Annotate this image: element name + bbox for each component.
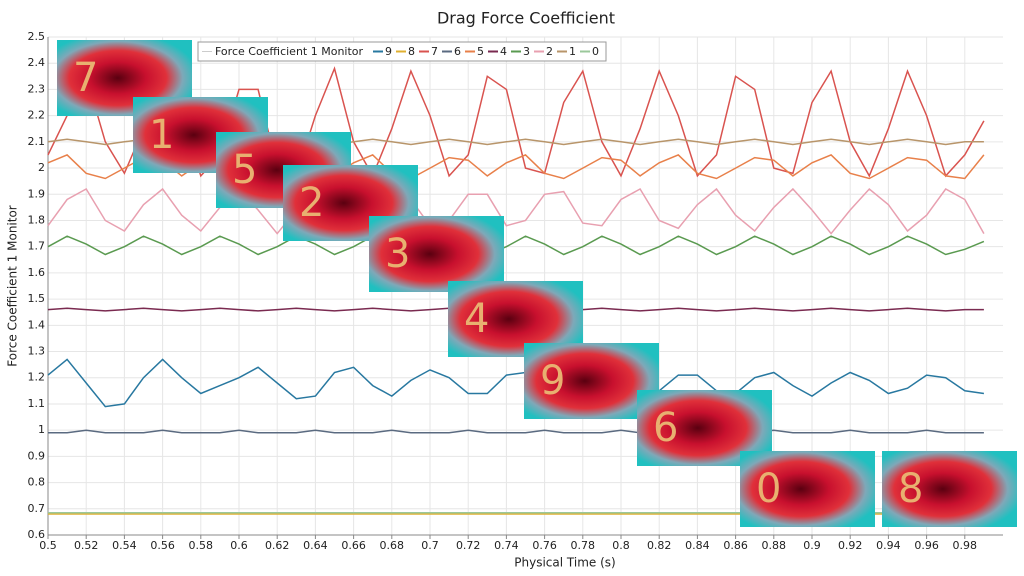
x-tick-label: 0.74 <box>494 539 519 552</box>
legend-label: 7 <box>431 45 438 58</box>
legend-label: 6 <box>454 45 461 58</box>
x-tick-label: 0.68 <box>380 539 405 552</box>
y-tick-label: 0.8 <box>28 476 46 489</box>
y-tick-label: 1.4 <box>28 318 46 331</box>
x-tick-label: 0.86 <box>723 539 748 552</box>
thumbnail-digit: 1 <box>149 112 174 158</box>
x-tick-label: 0.96 <box>914 539 939 552</box>
y-tick-label: 1.2 <box>28 371 46 384</box>
legend-label: 9 <box>385 45 392 58</box>
thumbnail-image <box>524 343 659 419</box>
x-tick-label: 0.6 <box>230 539 248 552</box>
flow-thumbnail: 0 <box>740 451 875 527</box>
x-tick-label: 0.92 <box>838 539 863 552</box>
y-tick-label: 2 <box>38 161 45 174</box>
x-tick-label: 0.62 <box>265 539 290 552</box>
legend-label: 5 <box>477 45 484 58</box>
thumbnail-digit: 5 <box>232 147 257 193</box>
x-tick-label: 0.56 <box>150 539 175 552</box>
x-tick-label: 0.94 <box>876 539 901 552</box>
thumbnail-digit: 0 <box>756 466 781 512</box>
x-tick-label: 0.52 <box>74 539 99 552</box>
thumbnail-digit: 8 <box>898 466 923 512</box>
x-tick-label: 0.8 <box>612 539 630 552</box>
x-tick-label: 0.9 <box>803 539 821 552</box>
x-tick-label: 0.84 <box>685 539 710 552</box>
series-line <box>48 429 984 434</box>
x-axis-label: Physical Time (s) <box>514 556 615 570</box>
y-tick-label: 1.9 <box>28 187 46 200</box>
series-line <box>47 235 985 256</box>
y-tick-label: 2.2 <box>28 109 46 122</box>
legend-label: 0 <box>592 45 599 58</box>
thumbnail-digit: 7 <box>73 55 98 101</box>
y-tick-label: 2.1 <box>28 135 46 148</box>
series-line <box>47 187 985 235</box>
flow-thumbnail: 8 <box>882 451 1017 527</box>
y-tick-label: 1.3 <box>28 345 46 358</box>
thumbnail-image <box>740 451 875 527</box>
y-tick-label: 1 <box>38 423 45 436</box>
x-tick-label: 0.72 <box>456 539 481 552</box>
x-tick-label: 0.7 <box>421 539 439 552</box>
y-tick-label: 1.8 <box>28 213 46 226</box>
x-tick-label: 0.78 <box>571 539 596 552</box>
legend-label: 4 <box>500 45 507 58</box>
y-tick-label: 0.9 <box>28 449 46 462</box>
chart-title: Drag Force Coefficient <box>437 9 615 28</box>
y-tick-label: 0.7 <box>28 502 46 515</box>
thumbnail-image <box>882 451 1017 527</box>
legend-label: 3 <box>523 45 530 58</box>
x-tick-label: 0.98 <box>953 539 978 552</box>
thumbnail-digit: 2 <box>299 180 324 226</box>
y-tick-label: 0.6 <box>28 528 46 541</box>
legend-label: 2 <box>546 45 553 58</box>
x-tick-label: 0.58 <box>189 539 214 552</box>
flow-thumbnail: 9 <box>524 343 659 419</box>
thumbnail-digit: 3 <box>385 231 410 277</box>
legend: Force Coefficient 1 Monitor 9 8 7 6 5 4 3 2 1 0 <box>197 41 607 62</box>
x-tick-label: 0.88 <box>762 539 787 552</box>
y-tick-label: 2.4 <box>28 56 46 69</box>
x-tick-label: 0.82 <box>647 539 672 552</box>
thumbnail-digit: 6 <box>653 405 678 451</box>
y-tick-label: 2.3 <box>28 82 46 95</box>
y-tick-label: 2.5 <box>28 30 46 43</box>
y-axis-label: Force Coefficient 1 Monitor <box>6 205 20 367</box>
legend-label: 1 <box>569 45 576 58</box>
legend-title: Force Coefficient 1 Monitor <box>215 45 364 58</box>
thumbnail-image <box>369 216 504 292</box>
x-tick-label: 0.64 <box>303 539 328 552</box>
y-tick-label: 1.6 <box>28 266 46 279</box>
thumbnail-digit: 9 <box>540 358 565 404</box>
thumbnail-digit: 4 <box>464 296 489 342</box>
x-tick-label: 0.66 <box>341 539 366 552</box>
y-tick-label: 1.5 <box>28 292 46 305</box>
y-tick-label: 1.7 <box>28 240 46 253</box>
x-tick-label: 0.5 <box>39 539 57 552</box>
series-line <box>47 358 985 408</box>
x-tick-label: 0.76 <box>532 539 557 552</box>
legend-label: 8 <box>408 45 415 58</box>
x-tick-label: 0.54 <box>112 539 137 552</box>
flow-thumbnail: 3 <box>369 216 504 292</box>
y-tick-label: 1.1 <box>28 397 46 410</box>
